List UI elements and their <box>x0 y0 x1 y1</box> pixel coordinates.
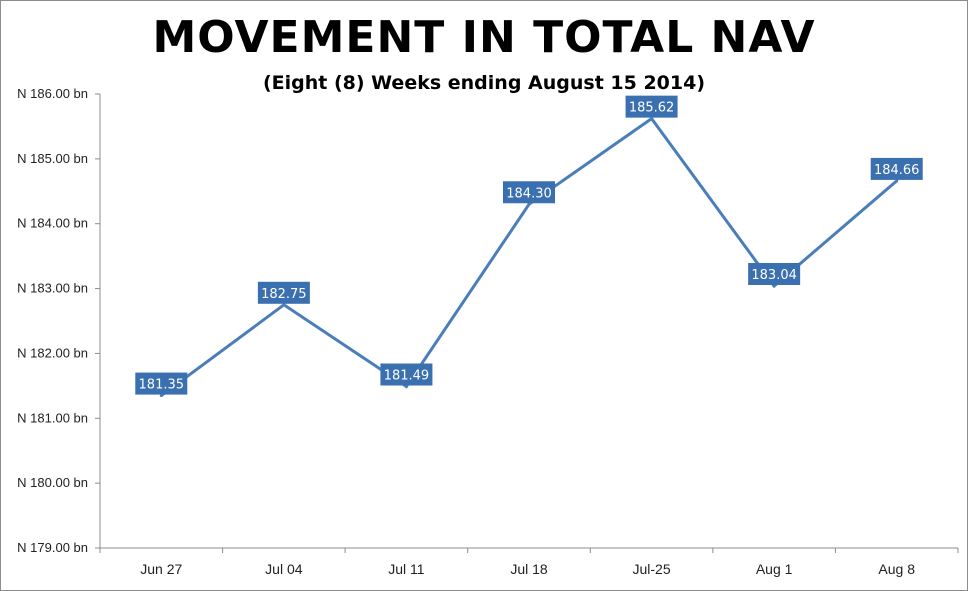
x-tick-label: Jul 04 <box>265 561 303 577</box>
data-label: 184.66 <box>870 157 923 180</box>
data-point <box>282 303 286 307</box>
x-axis-ticks: Jun 27 Jul 04 Jul 11 Jul 18 Jul-25 Aug 1 Aug 8 <box>99 548 959 577</box>
data-label: 181.35 <box>135 372 188 395</box>
y-tick-label: N 184.00 bn <box>17 216 88 231</box>
data-label: 181.49 <box>380 363 433 386</box>
data-label-text: 181.49 <box>384 369 430 384</box>
data-label-box <box>870 157 923 180</box>
x-tick-label: Jun 27 <box>140 561 182 577</box>
data-labels: 181.35 182.75 181.49 184.30 185.62 183.04 184.… <box>135 95 923 395</box>
y-tick-label: N 181.00 bn <box>17 410 88 425</box>
data-label-box <box>625 95 678 118</box>
chart-subtitle: (Eight (8) Weeks ending August 15 2014) <box>262 72 706 94</box>
x-tick-label: Aug 8 <box>878 561 915 577</box>
data-label-text: 184.66 <box>874 163 920 178</box>
data-point <box>650 117 654 121</box>
data-label-text: 182.75 <box>261 287 307 302</box>
data-label: 183.04 <box>748 262 801 285</box>
data-label: 182.75 <box>257 281 310 304</box>
y-tick-label: N 183.00 bn <box>17 281 88 296</box>
y-tick-label: N 179.00 bn <box>17 540 88 555</box>
x-tick-label: Jul 18 <box>510 561 548 577</box>
data-label-box <box>748 262 801 285</box>
data-label-text: 183.04 <box>751 268 797 283</box>
series-line <box>160 116 898 397</box>
data-point <box>159 394 163 398</box>
data-label-box <box>135 372 188 395</box>
data-point <box>895 179 899 183</box>
x-tick-label: Jul-25 <box>633 561 671 577</box>
data-point <box>527 202 531 206</box>
x-tick-label: Aug 1 <box>756 561 793 577</box>
data-label: 185.62 <box>625 95 678 118</box>
data-label-text: 184.30 <box>506 186 552 201</box>
y-tick-label: N 186.00 bn <box>17 86 88 101</box>
data-label-box <box>503 181 555 204</box>
y-tick-label: N 185.00 bn <box>17 151 88 166</box>
x-tick-label: Jul 11 <box>388 561 425 577</box>
data-label-text: 181.35 <box>139 378 185 393</box>
data-point <box>772 284 776 288</box>
series-group <box>159 116 899 398</box>
y-tick-label: N 182.00 bn <box>17 345 88 360</box>
data-label-box <box>380 363 433 386</box>
data-label-text: 185.62 <box>629 101 675 116</box>
data-label-box <box>257 281 310 304</box>
data-label: 184.30 <box>503 181 555 204</box>
chart-title: MOVEMENT IN TOTAL NAV <box>152 12 816 63</box>
data-point <box>404 385 408 389</box>
y-tick-label: N 180.00 bn <box>17 475 88 490</box>
chart-axes <box>99 94 958 549</box>
y-axis-ticks: N 179.00 bn N 180.00 bn N 181.00 bn N 182.0… <box>17 86 100 555</box>
